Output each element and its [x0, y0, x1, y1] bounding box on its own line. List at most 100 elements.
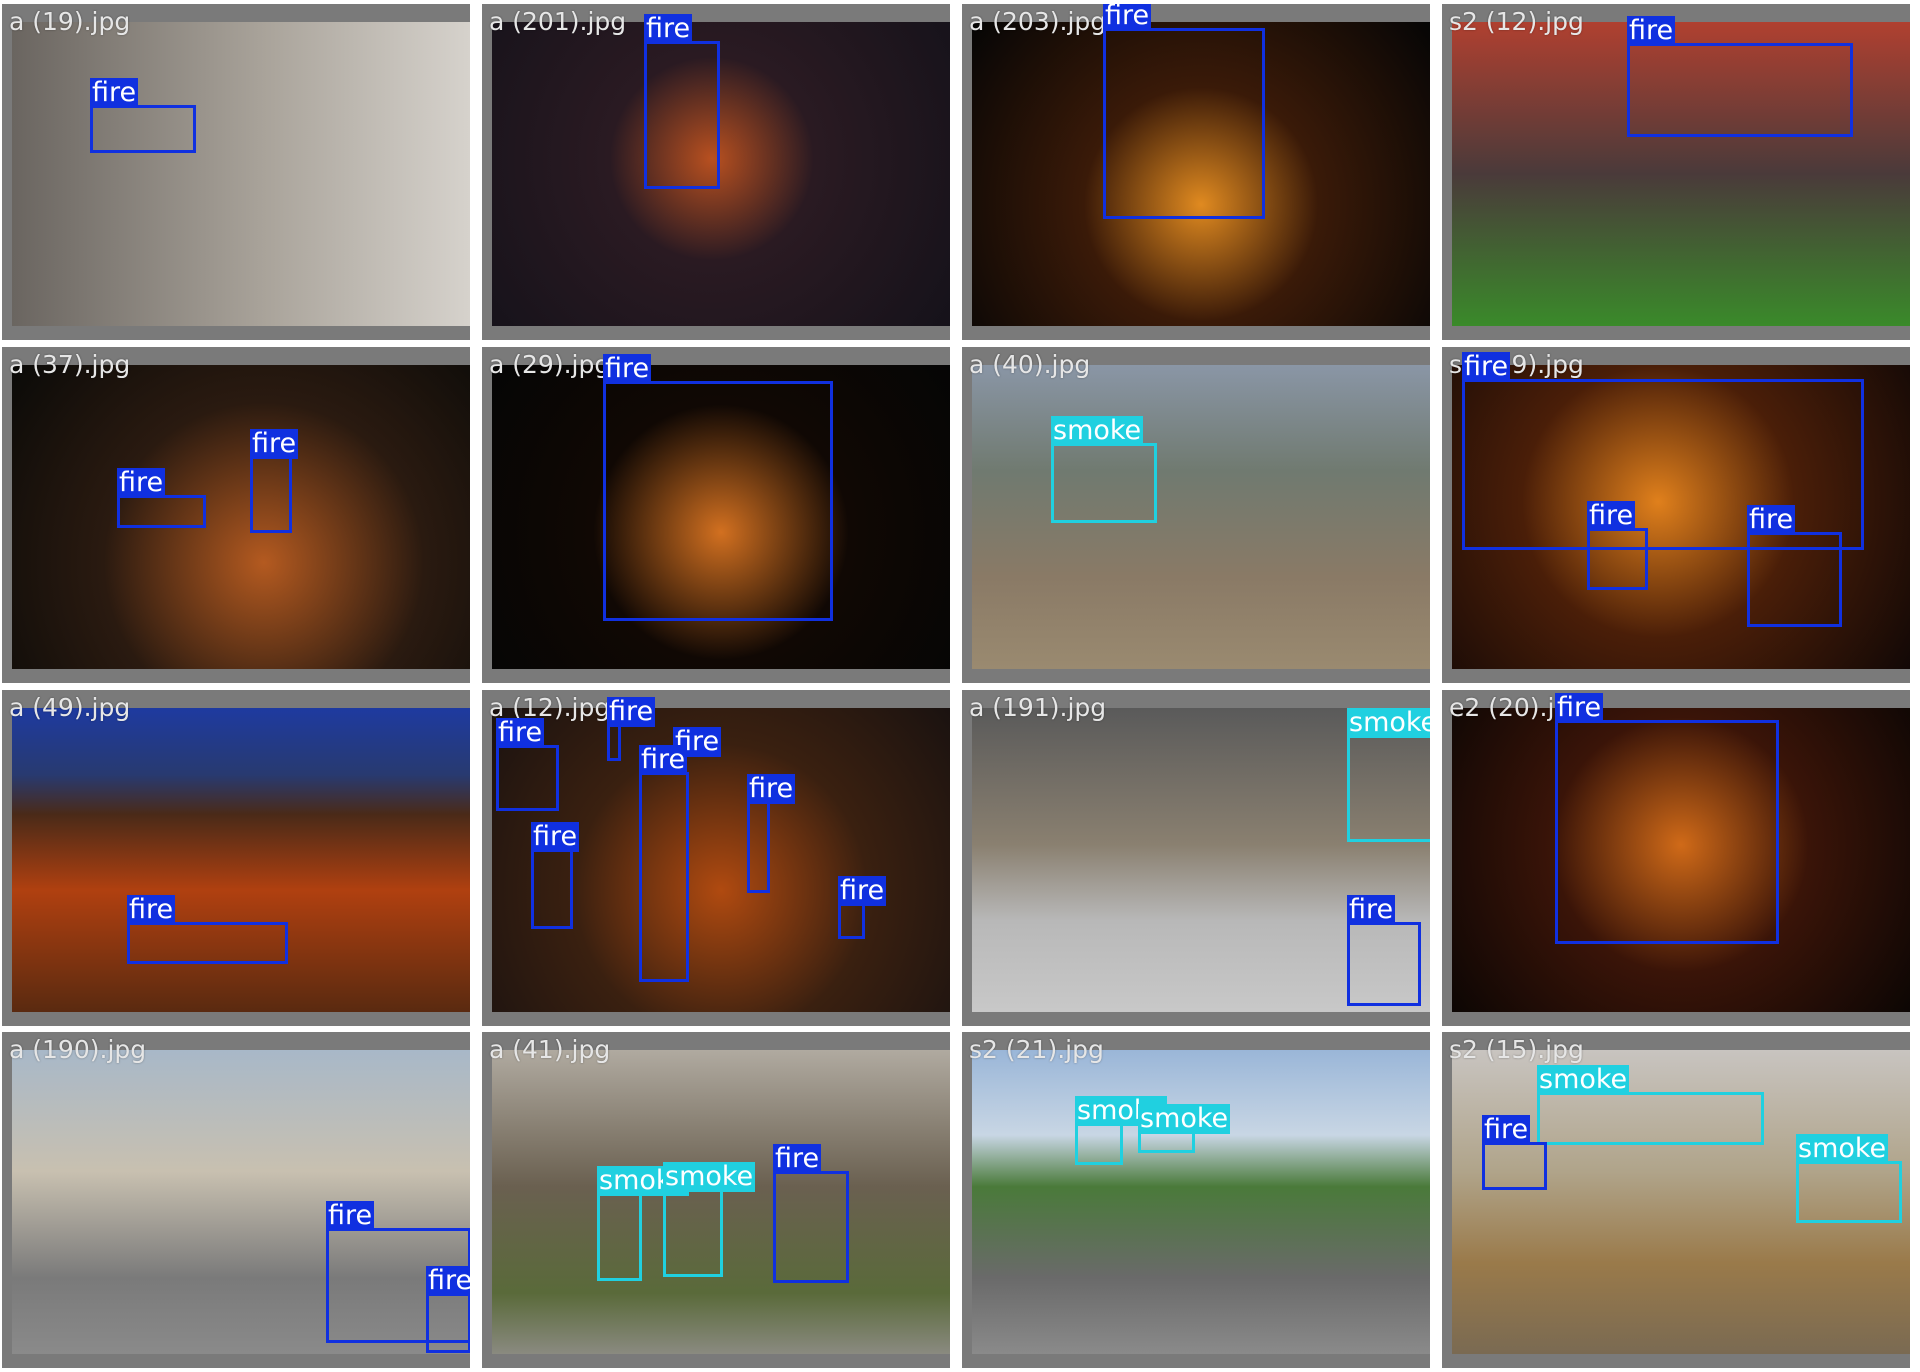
fire-bounding-box: fire — [426, 1266, 470, 1353]
result-tile: a (40).jpg smoke — [962, 347, 1430, 683]
fire-label: fire — [644, 13, 693, 44]
fire-label: fire — [1555, 692, 1604, 723]
image-filename: a (201).jpg — [489, 7, 627, 36]
detection-image — [972, 1050, 1430, 1354]
fire-bounding-box: fire — [1482, 1115, 1547, 1190]
fire-label: fire — [127, 894, 176, 925]
result-tile: a (41).jpg smoke smoke fire — [482, 1032, 950, 1368]
smoke-bounding-box: smoke — [1537, 1065, 1764, 1145]
fire-bounding-box: fire — [127, 895, 288, 964]
detection-image — [1452, 22, 1910, 326]
result-tile: s2 (15).jpg smoke fire smoke — [1442, 1032, 1910, 1368]
result-tile: a (190).jpg fire fire — [2, 1032, 470, 1368]
image-filename: a (203).jpg — [969, 7, 1107, 36]
fire-label: fire — [90, 77, 139, 108]
result-tile: a (49).jpg fire — [2, 690, 470, 1026]
fire-bounding-box: fire — [607, 697, 656, 761]
smoke-bounding-box: smoke — [1138, 1104, 1231, 1153]
detection-image — [12, 22, 470, 326]
image-filename: a (37).jpg — [9, 350, 131, 379]
smoke-label: smoke — [1051, 415, 1144, 446]
image-filename: a (19).jpg — [9, 7, 131, 36]
fire-bounding-box: fire — [838, 876, 887, 939]
image-filename: a (49).jpg — [9, 693, 131, 722]
result-tile: s2 (19).jpg fire fire fire — [1442, 347, 1910, 683]
fire-label: fire — [531, 821, 580, 852]
detection-image — [1452, 365, 1910, 669]
detection-image — [972, 22, 1430, 326]
fire-label: fire — [639, 744, 688, 775]
fire-bounding-box: fire — [1747, 505, 1842, 627]
image-filename: a (191).jpg — [969, 693, 1107, 722]
image-filename: a (12).jpg — [489, 693, 611, 722]
fire-label: fire — [838, 875, 887, 906]
fire-label: fire — [607, 696, 656, 727]
fire-bounding-box: fire — [531, 822, 580, 929]
image-filename: a (190).jpg — [9, 1035, 147, 1064]
image-filename: a (41).jpg — [489, 1035, 611, 1064]
fire-label: fire — [250, 428, 299, 459]
fire-bounding-box: fire — [1555, 693, 1779, 944]
fire-bounding-box: fire — [117, 468, 206, 528]
image-filename: s2 (15).jpg — [1449, 1035, 1584, 1064]
fire-label: fire — [673, 726, 722, 757]
smoke-label: smoke — [663, 1161, 756, 1192]
detection-image — [492, 708, 950, 1012]
result-tile: a (191).jpg smoke fire — [962, 690, 1430, 1026]
fire-label: fire — [117, 467, 166, 498]
result-tile: a (19).jpg fire — [2, 4, 470, 340]
detection-image — [12, 1050, 470, 1354]
fire-label: fire — [1347, 894, 1396, 925]
fire-bounding-box: fire — [747, 774, 796, 893]
result-tile: a (203).jpg fire — [962, 4, 1430, 340]
fire-bounding-box: fire — [1587, 501, 1648, 590]
result-tile: a (37).jpg fire fire — [2, 347, 470, 683]
fire-label: fire — [496, 717, 545, 748]
fire-label: fire — [1587, 500, 1636, 531]
fire-bounding-box: fire — [250, 429, 299, 533]
fire-bounding-box: fire — [603, 354, 833, 621]
fire-label: fire — [426, 1266, 470, 1296]
image-filename: a (40).jpg — [969, 350, 1091, 379]
fire-label: fire — [747, 773, 796, 804]
smoke-bounding-box: smoke — [1347, 708, 1430, 842]
detection-image — [1452, 1050, 1910, 1354]
fire-bounding-box: fire — [644, 14, 720, 189]
result-tile: a (201).jpg fire — [482, 4, 950, 340]
fire-bounding-box: fire — [90, 78, 196, 153]
smoke-label: smoke — [1796, 1133, 1889, 1164]
fire-bounding-box: fire — [773, 1144, 849, 1283]
detection-image — [972, 365, 1430, 669]
smoke-label: smoke — [1138, 1103, 1231, 1134]
fire-bounding-box: fire — [673, 727, 722, 772]
result-tile: a (29).jpg fire — [482, 347, 950, 683]
fire-label: fire — [603, 353, 652, 384]
smoke-bounding-box: smoke — [1051, 416, 1157, 523]
fire-label: fire — [326, 1200, 375, 1231]
smoke-bounding-box: smoke — [1075, 1096, 1168, 1165]
fire-bounding-box: fire — [496, 718, 559, 811]
smoke-bounding-box: smoke — [663, 1162, 756, 1277]
fire-bounding-box: fire — [326, 1201, 470, 1343]
fire-label: fire — [773, 1143, 822, 1174]
fire-label: fire — [1482, 1114, 1531, 1145]
detection-image — [12, 365, 470, 669]
detection-image — [972, 708, 1430, 1012]
smoke-bounding-box: smoke — [1796, 1134, 1902, 1223]
image-filename: a (29).jpg — [489, 350, 611, 379]
fire-bounding-box: fire — [1462, 352, 1864, 550]
fire-label: fire — [1747, 504, 1796, 535]
fire-bounding-box: fire — [1347, 895, 1421, 1006]
fire-label: fire — [1462, 351, 1511, 382]
smoke-label: smoke — [1347, 708, 1430, 738]
image-filename: s2 (21).jpg — [969, 1035, 1104, 1064]
fire-bounding-box: fire — [1103, 4, 1265, 219]
fire-label: fire — [1103, 4, 1152, 31]
result-tile: a (12).jpg fire fire fire fire fire fire fire — [482, 690, 950, 1026]
smoke-label: smoke — [1537, 1064, 1630, 1095]
detection-image — [12, 708, 470, 1012]
result-tile: s2 (21).jpg smoke smoke — [962, 1032, 1430, 1368]
fire-label: fire — [1627, 15, 1676, 46]
image-filename: s2 (12).jpg — [1449, 7, 1584, 36]
detection-image — [1452, 708, 1910, 1012]
